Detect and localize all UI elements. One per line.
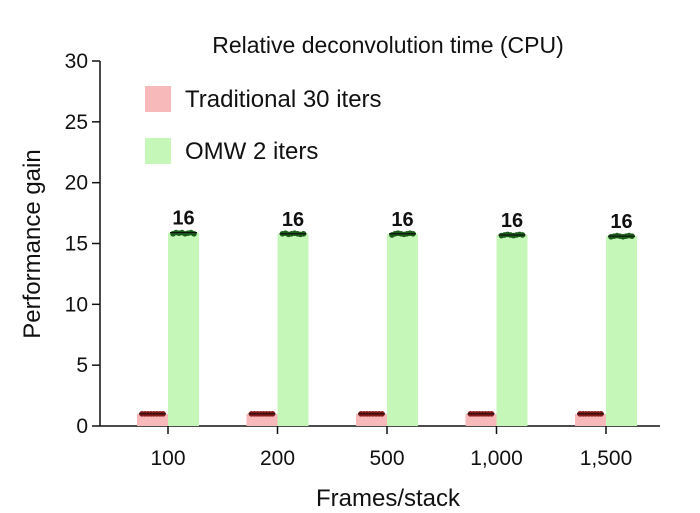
- bar-data-label: 16: [391, 209, 413, 231]
- y-tick-label: 10: [65, 293, 88, 316]
- bar-traditional: [575, 413, 606, 426]
- x-tick-label: 100: [150, 447, 185, 470]
- bar-traditional: [137, 413, 168, 426]
- bar-data-label: 16: [501, 210, 523, 232]
- x-tick-label: 500: [369, 447, 404, 470]
- bar-omw: [168, 232, 199, 426]
- x-tick-label: 1,500: [580, 447, 633, 470]
- x-tick-label: 1,000: [470, 447, 523, 470]
- chart-title: Relative deconvolution time (CPU): [212, 32, 564, 58]
- bar-omw: [387, 233, 418, 426]
- legend-label: OMW 2 iters: [185, 138, 318, 165]
- bar-omw: [496, 234, 528, 426]
- axes: 0 5 10 15 20 25 30 100 200 500 1,000 1,500: [65, 50, 660, 470]
- bar-omw: [277, 233, 309, 426]
- y-axis-label: Performance gain: [19, 149, 46, 338]
- y-tick-label: 20: [65, 172, 88, 195]
- bars: 16 16 16 16 16: [137, 208, 637, 426]
- y-tick-label: 30: [65, 50, 88, 73]
- legend-label: Traditional 30 iters: [185, 86, 382, 113]
- bar-data-label: 16: [610, 211, 632, 233]
- legend: Traditional 30 iters OMW 2 iters: [145, 86, 382, 165]
- bar-traditional: [356, 413, 387, 426]
- bar-data-label: 16: [172, 208, 194, 230]
- y-tick-label: 15: [65, 233, 88, 256]
- bar-traditional: [246, 413, 278, 426]
- y-tick-label: 5: [76, 354, 88, 377]
- x-axis-label: Frames/stack: [316, 485, 461, 512]
- x-tick-label: 200: [260, 447, 295, 470]
- bar-traditional: [465, 413, 497, 426]
- bar-omw: [606, 236, 637, 426]
- legend-swatch: [145, 86, 171, 112]
- y-tick-label: 25: [65, 111, 88, 134]
- data-point: [191, 230, 197, 237]
- y-tick-label: 0: [76, 415, 88, 438]
- bar-data-label: 16: [282, 209, 304, 231]
- legend-swatch: [145, 138, 171, 164]
